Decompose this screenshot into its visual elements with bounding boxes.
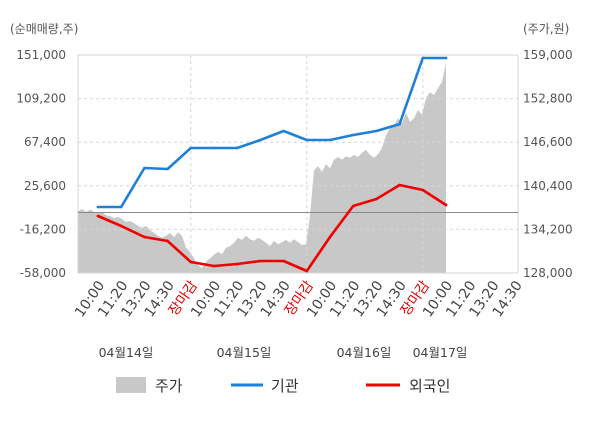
left-axis-title: (순매매량,주) — [10, 22, 78, 36]
right-axis-tick-label: 146,600 — [523, 135, 573, 149]
plot-border — [77, 54, 519, 274]
date-axis: 04월14일 04월15일 04월16일 04월17일 — [99, 345, 468, 360]
legend-swatch-price — [116, 377, 146, 393]
foreign-net-buy-line — [96, 183, 448, 273]
institution-data-point — [259, 138, 262, 142]
left-axis-tick-label: 151,000 — [16, 48, 66, 62]
foreign-data-point — [398, 183, 401, 187]
left-axis-tick-label: 67,400 — [24, 135, 66, 149]
date-label: 04월15일 — [217, 345, 272, 360]
foreign-data-point — [375, 197, 378, 201]
left-axis-tick-label: 109,200 — [16, 92, 66, 106]
institution-data-point — [375, 129, 378, 133]
right-axis-tick-label: 159,000 — [523, 48, 573, 62]
foreign-data-point — [444, 203, 448, 207]
foreign-data-point — [259, 259, 262, 263]
right-axis-tick-label: 140,400 — [523, 179, 573, 193]
institution-data-point — [119, 205, 123, 209]
right-axis-tick-label: 152,800 — [523, 92, 573, 106]
institution-data-point — [143, 166, 146, 170]
foreign-data-point — [189, 260, 193, 264]
institution-data-point — [444, 56, 448, 60]
left-axis-tick-label: -58,000 — [20, 266, 66, 280]
foreign-data-point — [328, 235, 332, 239]
foreign-data-point — [212, 264, 216, 268]
institution-net-buy-line — [96, 56, 448, 209]
foreign-data-point — [282, 259, 285, 263]
institution-data-point — [235, 146, 239, 150]
foreign-data-point — [421, 188, 425, 192]
left-axis-tick-label: 25,600 — [24, 179, 66, 193]
left-axis: 151,000 109,200 67,400 25,600 -16,200 -58,000 — [16, 48, 66, 280]
date-label: 04월14일 — [99, 345, 154, 360]
institution-data-point — [351, 133, 355, 137]
stock-price-area — [78, 62, 446, 274]
grid-layer — [77, 54, 519, 274]
series-line-layer — [96, 56, 448, 273]
right-axis-title: (주가,원) — [523, 22, 569, 36]
institution-data-point — [421, 56, 425, 60]
date-label: 04월17일 — [413, 345, 468, 360]
foreign-data-point — [143, 235, 146, 239]
institution-data-point — [212, 146, 216, 150]
right-axis: 159,000 152,800 146,600 140,400 134,200 128,0… — [523, 48, 573, 280]
legend-label-foreign: 외국인 — [409, 377, 450, 395]
institution-data-point — [189, 146, 193, 150]
institution-data-point — [96, 205, 100, 209]
right-axis-tick-label: 134,200 — [523, 222, 573, 236]
institution-data-point — [328, 138, 332, 142]
legend-label-price: 주가 — [155, 377, 183, 395]
price-area-layer — [78, 62, 446, 274]
foreign-data-point — [166, 239, 169, 243]
institution-data-point — [398, 122, 401, 126]
foreign-data-point — [351, 204, 355, 208]
foreign-data-point — [96, 214, 100, 218]
institution-data-point — [166, 167, 169, 171]
institution-data-point — [282, 129, 285, 133]
foreign-data-point — [305, 269, 309, 273]
date-label: 04월16일 — [337, 345, 392, 360]
legend-label-institution: 기관 — [271, 377, 299, 395]
institution-data-point — [305, 138, 309, 142]
left-axis-tick-label: -16,200 — [20, 222, 66, 236]
legend: 주가 기관 외국인 — [116, 377, 450, 395]
right-axis-tick-label: 128,000 — [523, 266, 573, 280]
foreign-data-point — [119, 224, 123, 228]
foreign-data-point — [235, 262, 239, 266]
